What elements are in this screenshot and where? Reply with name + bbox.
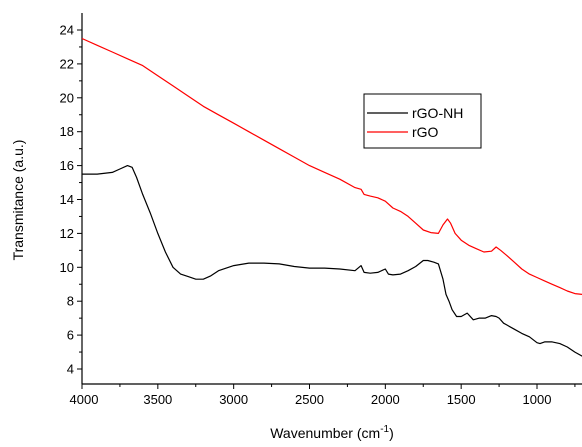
y-axis-ticks: 4 6 8 10 12 14 16 18 20 22 24 bbox=[60, 23, 82, 377]
x-axis-title-end: ) bbox=[389, 425, 394, 441]
y-tick-label: 10 bbox=[60, 260, 74, 275]
y-tick-label: 6 bbox=[67, 328, 74, 343]
y-tick-label: 20 bbox=[60, 90, 74, 105]
plot-frame bbox=[81, 13, 582, 385]
x-tick-label: 4000 bbox=[70, 392, 99, 407]
y-tick-label: 16 bbox=[60, 158, 74, 173]
x-axis-title: Wavenumber (cm-1) bbox=[270, 424, 394, 441]
legend-box bbox=[363, 93, 482, 149]
y-tick-label: 24 bbox=[60, 23, 74, 38]
series-line-rgo bbox=[81, 37, 582, 295]
x-tick-label: 3000 bbox=[219, 392, 248, 407]
x-axis-title-main: Wavenumber (cm bbox=[270, 425, 380, 441]
series-line-rgo-nh bbox=[82, 165, 582, 357]
y-tick-label: 8 bbox=[67, 294, 74, 309]
y-tick-label: 14 bbox=[60, 192, 74, 207]
y-tick-label: 18 bbox=[60, 124, 74, 139]
legend-label-rgo: rGO bbox=[412, 124, 439, 140]
y-axis-title: Transmitance (a.u.) bbox=[10, 140, 26, 261]
legend: rGO-NH rGO bbox=[363, 93, 482, 149]
x-axis-title-superscript: -1 bbox=[380, 424, 389, 435]
x-tick-label: 2500 bbox=[295, 392, 324, 407]
x-tick-label: 2000 bbox=[371, 392, 400, 407]
legend-label-rgo-nh: rGO-NH bbox=[412, 105, 463, 121]
series-layer bbox=[81, 37, 582, 357]
x-tick-label: 3500 bbox=[143, 392, 172, 407]
y-tick-label: 12 bbox=[60, 226, 74, 241]
x-tick-label: 1000 bbox=[523, 392, 552, 407]
x-tick-label: 1500 bbox=[447, 392, 476, 407]
y-tick-label: 22 bbox=[60, 56, 74, 71]
x-axis-ticks: 4000 3500 3000 2500 2000 1500 1000 bbox=[70, 384, 576, 407]
y-tick-label: 4 bbox=[67, 362, 74, 377]
